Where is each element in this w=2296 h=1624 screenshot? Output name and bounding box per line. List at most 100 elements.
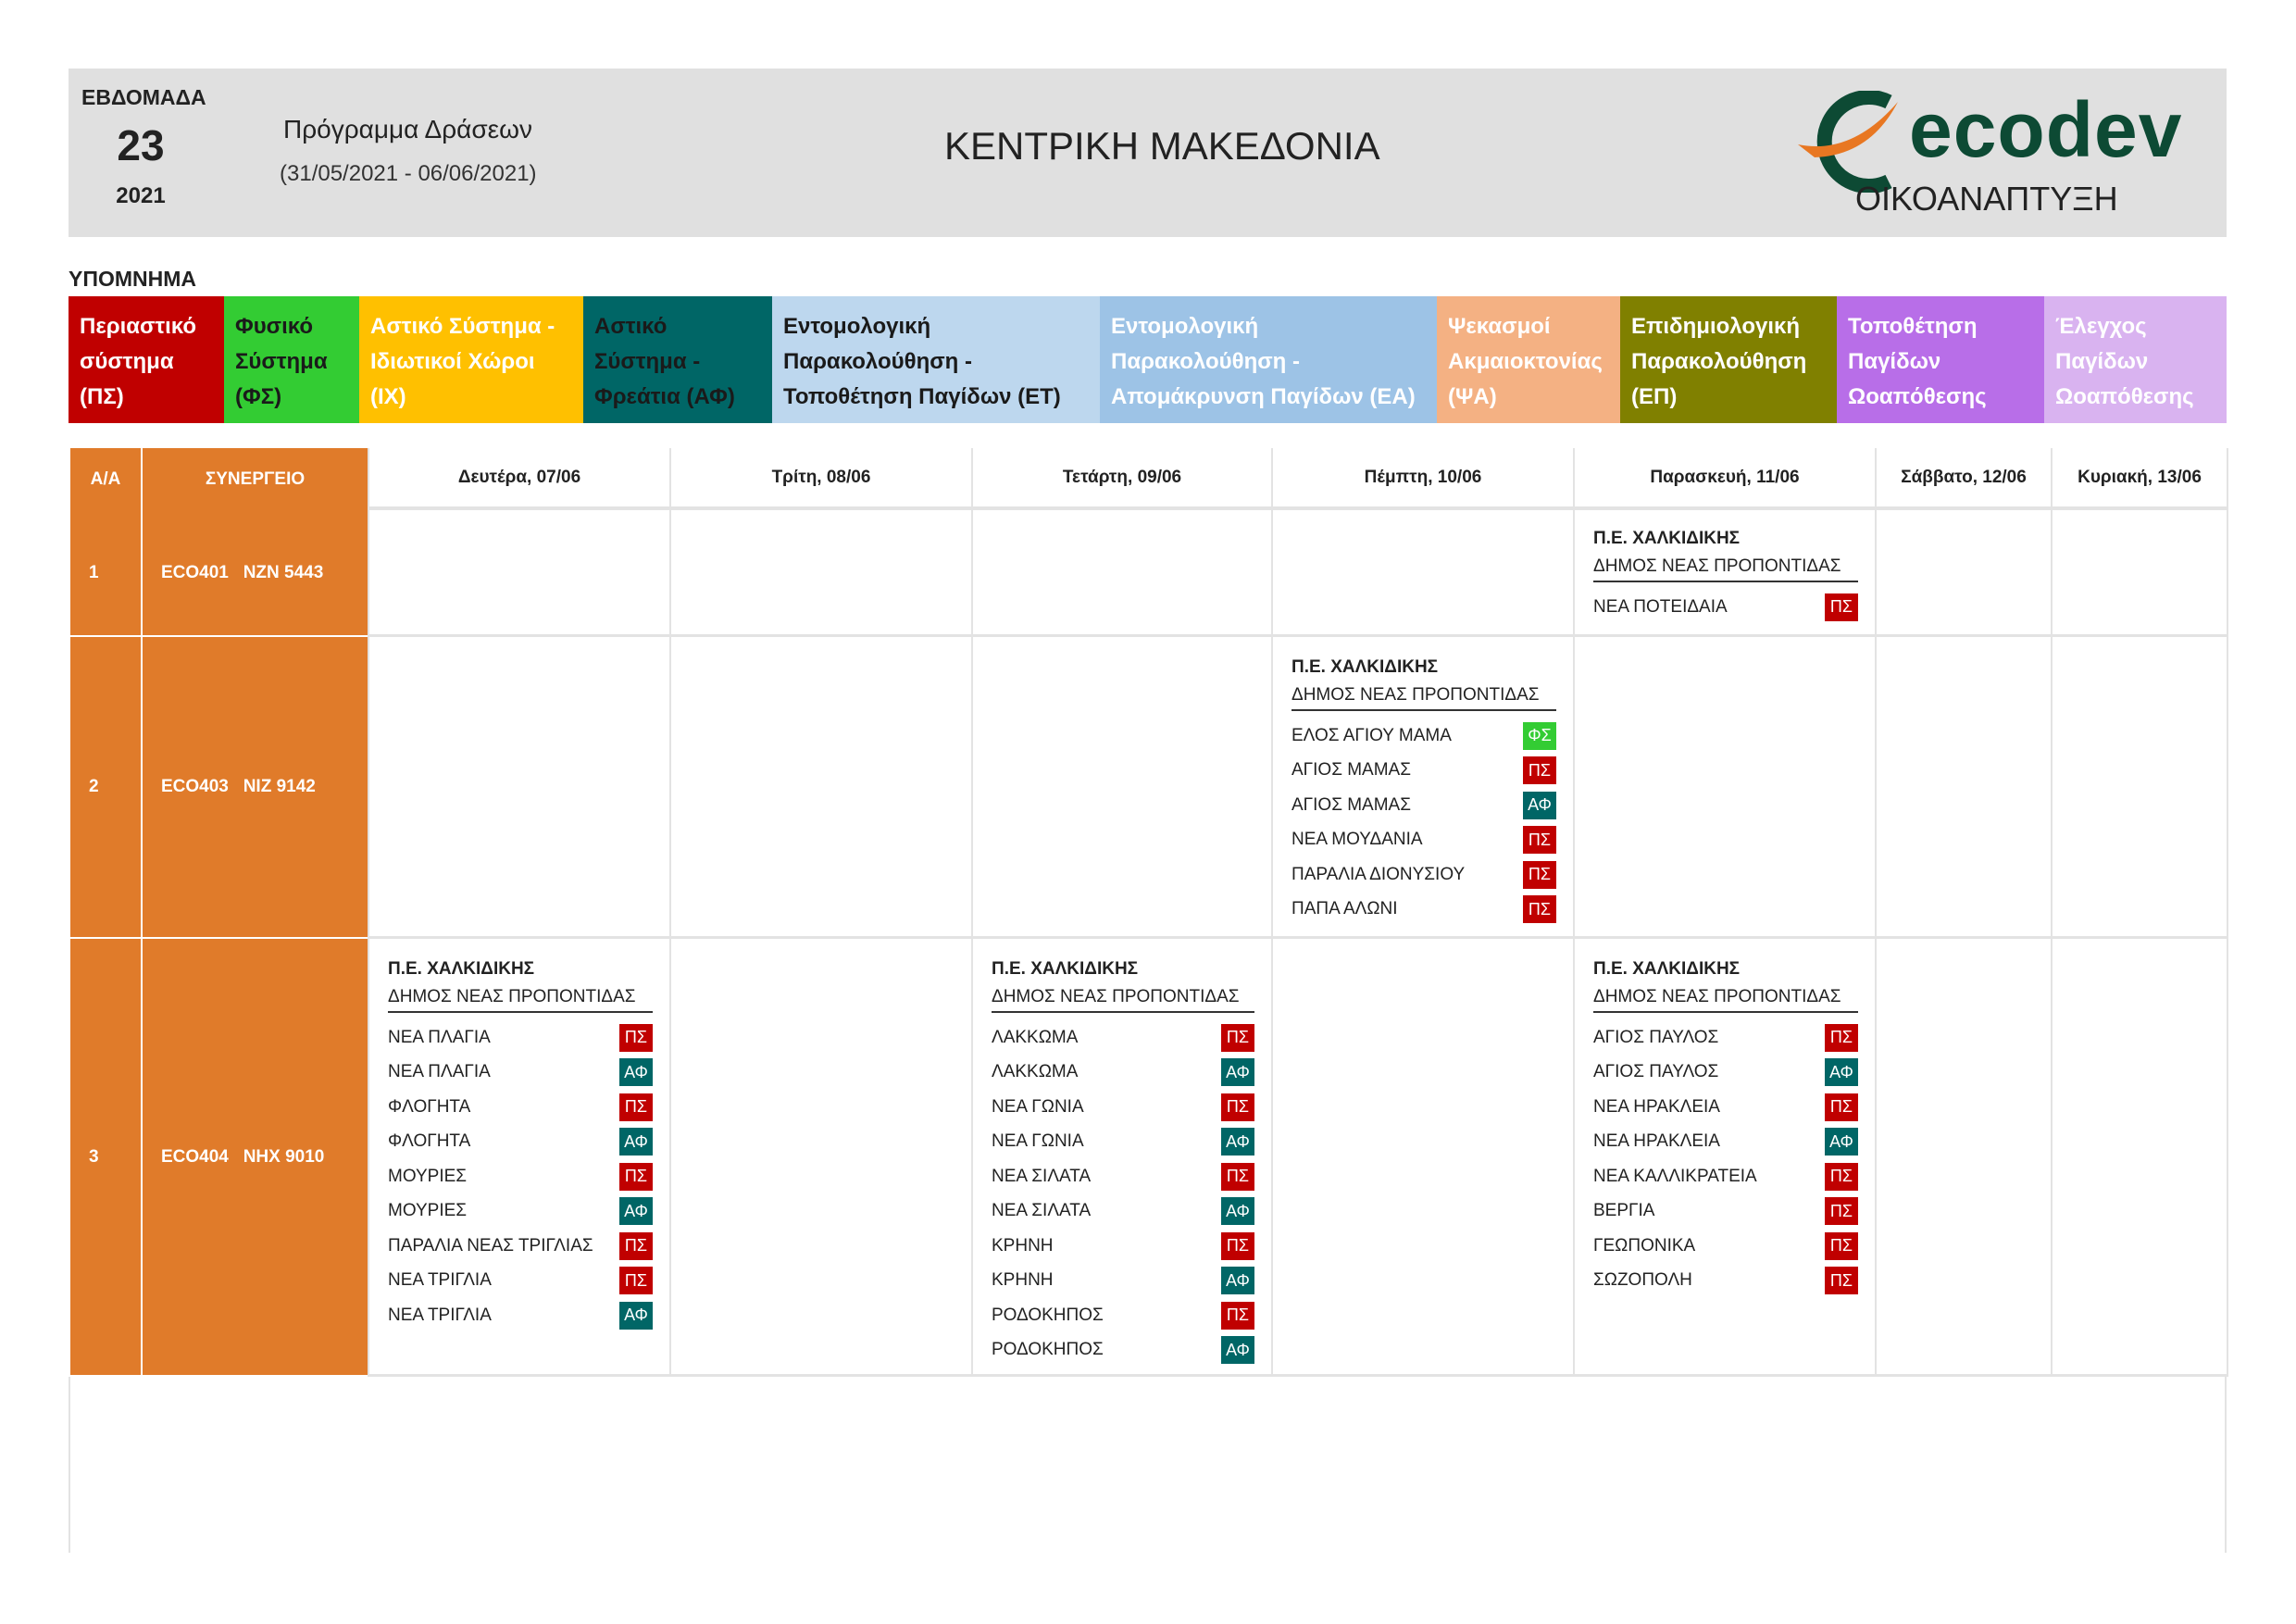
- location-item: ΝΕΑ ΤΡΙΓΛΙΑ ΠΣ: [388, 1264, 653, 1299]
- column-header: Πέμπτη, 10/06: [1271, 448, 1573, 510]
- location-item: ΠΑΡΑΛΙΑ ΔΙΟΝΥΣΙΟΥ ΠΣ: [1292, 857, 1556, 893]
- legend-item: Αστικό Σύστημα - Φρεάτια (ΑΦ): [583, 296, 772, 423]
- action-type-badge: ΦΣ: [1523, 721, 1556, 750]
- location-item: ΕΛΟΣ ΑΓΙΟΥ ΜΑΜΑ ΦΣ: [1292, 718, 1556, 754]
- location-name: ΣΩΖΟΠΟΛΗ: [1593, 1270, 1692, 1291]
- action-type-badge: ΑΦ: [1221, 1336, 1254, 1365]
- location-item: ΛΑΚΚΩΜΑ ΑΦ: [992, 1056, 1254, 1091]
- municipality: ΔΗΜΟΣ ΝΕΑΣ ΠΡΟΠΟΝΤΙΔΑΣ: [992, 987, 1254, 1013]
- location-item: ΚΡΗΝΗ ΑΦ: [992, 1264, 1254, 1299]
- action-type-badge: ΠΣ: [1221, 1301, 1254, 1330]
- action-type-badge: ΠΣ: [1825, 1162, 1858, 1191]
- ecodev-logo: ecodev ΟΙΚΟΑΝΑΠΤΥΞΗ: [1796, 85, 2194, 224]
- action-type-badge: ΠΣ: [1523, 860, 1556, 889]
- date-range: (31/05/2021 - 06/06/2021): [280, 161, 537, 186]
- location-item: ΑΓΙΟΣ ΠΑΥΛΟΣ ΠΣ: [1593, 1020, 1858, 1056]
- location-name: ΝΕΑ ΜΟΥΔΑΝΙΑ: [1292, 830, 1423, 850]
- location-name: ΓΕΩΠΟΝΙΚΑ: [1593, 1235, 1696, 1255]
- action-type-badge: ΑΦ: [619, 1058, 653, 1087]
- day-cell: Π.Ε. ΧΑΛΚΙΔΙΚΗΣ ΔΗΜΟΣ ΝΕΑΣ ΠΡΟΠΟΝΤΙΔΑΣ ΝΕΑ…: [368, 939, 669, 1377]
- legend-item: Αστικό Σύστημα - Ιδιωτικοί Χώροι (ΙΧ): [359, 296, 583, 423]
- location-item: ΚΡΗΝΗ ΠΣ: [992, 1229, 1254, 1264]
- day-cell: Π.Ε. ΧΑΛΚΙΔΙΚΗΣ ΔΗΜΟΣ ΝΕΑΣ ΠΡΟΠΟΝΤΙΔΑΣ ΕΛΟ…: [1271, 637, 1573, 939]
- action-type-badge: ΠΣ: [619, 1267, 653, 1295]
- location-name: ΚΡΗΝΗ: [992, 1270, 1054, 1291]
- location-name: ΜΟΥΡΙΕΣ: [388, 1201, 468, 1221]
- action-type-badge: ΑΦ: [619, 1301, 653, 1330]
- location-item: ΝΕΑ ΓΩΝΙΑ ΠΣ: [992, 1090, 1254, 1125]
- schedule-table: Α/Α ΣΥΝΕΡΓΕΙΟ Δευτέρα, 07/06 Τρίτη, 08/06 Τε…: [69, 448, 2228, 1377]
- location-name: ΑΓΙΟΣ ΜΑΜΑΣ: [1292, 794, 1411, 815]
- location-name: ΚΡΗΝΗ: [992, 1235, 1054, 1255]
- team-cell: ECO403 NIZ 9142: [141, 637, 368, 939]
- action-type-badge: ΑΦ: [1221, 1058, 1254, 1087]
- location-name: ΝΕΑ ΣΙΛΑΤΑ: [992, 1166, 1092, 1186]
- action-type-badge: ΠΣ: [619, 1231, 653, 1260]
- row-number: 3: [69, 939, 141, 1377]
- action-type-badge: ΑΦ: [1825, 1058, 1858, 1087]
- program-title: Πρόγραμμα Δράσεων: [283, 115, 532, 144]
- column-header: Α/Α: [69, 448, 141, 510]
- day-cell: [1573, 637, 1875, 939]
- location-item: ΡΟΔΟΚΗΠΟΣ ΑΦ: [992, 1333, 1254, 1368]
- location-name: ΑΓΙΟΣ ΠΑΥΛΟΣ: [1593, 1027, 1719, 1047]
- location-name: ΦΛΟΓΗΤΑ: [388, 1131, 471, 1152]
- location-item: ΝΕΑ ΣΙΛΑΤΑ ΑΦ: [992, 1194, 1254, 1230]
- action-type-badge: ΠΣ: [1825, 1093, 1858, 1121]
- action-type-badge: ΠΣ: [1825, 1267, 1858, 1295]
- location-item: ΝΕΑ ΚΑΛΛΙΚΡΑΤΕΙΑ ΠΣ: [1593, 1159, 1858, 1194]
- day-cell: [669, 510, 971, 637]
- location-item: ΠΑΠΑ ΑΛΩΝΙ ΠΣ: [1292, 893, 1556, 928]
- action-type-badge: ΠΣ: [619, 1093, 653, 1121]
- action-type-badge: ΠΣ: [1221, 1023, 1254, 1052]
- location-item: ΝΕΑ ΗΡΑΚΛΕΙΑ ΑΦ: [1593, 1125, 1858, 1160]
- legend-item: Περιαστικό σύστημα (ΠΣ): [69, 296, 224, 423]
- action-type-badge: ΑΦ: [1221, 1128, 1254, 1156]
- location-item: ΑΓΙΟΣ ΠΑΥΛΟΣ ΑΦ: [1593, 1056, 1858, 1091]
- action-type-badge: ΠΣ: [1523, 826, 1556, 855]
- legend-item: Φυσικό Σύστημα (ΦΣ): [224, 296, 359, 423]
- regional-unit: Π.Ε. ΧΑΛΚΙΔΙΚΗΣ: [992, 959, 1139, 979]
- action-type-badge: ΠΣ: [1825, 1023, 1858, 1052]
- day-cell: [1875, 637, 2051, 939]
- location-item: ΛΑΚΚΩΜΑ ΠΣ: [992, 1020, 1254, 1056]
- team-cell: ECO404 NHX 9010: [141, 939, 368, 1377]
- action-type-badge: ΠΣ: [1825, 593, 1858, 621]
- location-name: ΦΛΟΓΗΤΑ: [388, 1096, 471, 1117]
- legend-item: Έλεγχος Παγίδων Ωοαπόθεσης: [2044, 296, 2227, 423]
- day-cell: [971, 510, 1271, 637]
- region-title: ΚΕΝΤΡΙΚΗ ΜΑΚΕΔΟΝΙΑ: [944, 124, 1380, 168]
- location-name: ΝΕΑ ΠΟΤΕΙΔΑΙΑ: [1593, 596, 1728, 617]
- location-item: ΑΓΙΟΣ ΜΑΜΑΣ ΑΦ: [1292, 788, 1556, 823]
- location-name: ΕΛΟΣ ΑΓΙΟΥ ΜΑΜΑ: [1292, 725, 1452, 745]
- week-label: ΕΒΔΟΜΑΔΑ: [81, 85, 206, 109]
- action-type-badge: ΠΣ: [1221, 1231, 1254, 1260]
- location-name: ΒΕΡΓΙΑ: [1593, 1201, 1655, 1221]
- legend: Περιαστικό σύστημα (ΠΣ) Φυσικό Σύστημα (Φ…: [69, 296, 2227, 423]
- regional-unit: Π.Ε. ΧΑΛΚΙΔΙΚΗΣ: [388, 959, 535, 979]
- location-item: ΝΕΑ ΓΩΝΙΑ ΑΦ: [992, 1125, 1254, 1160]
- location-name: ΑΓΙΟΣ ΜΑΜΑΣ: [1292, 760, 1411, 781]
- location-item: ΜΟΥΡΙΕΣ ΠΣ: [388, 1159, 653, 1194]
- week-number: 23: [117, 121, 165, 169]
- action-type-badge: ΠΣ: [619, 1023, 653, 1052]
- location-item: ΝΕΑ ΤΡΙΓΛΙΑ ΑΦ: [388, 1298, 653, 1333]
- action-type-badge: ΑΦ: [1221, 1267, 1254, 1295]
- location-item: ΑΓΙΟΣ ΜΑΜΑΣ ΠΣ: [1292, 754, 1556, 789]
- location-name: ΑΓΙΟΣ ΠΑΥΛΟΣ: [1593, 1062, 1719, 1082]
- row-number: 1: [69, 510, 141, 637]
- action-type-badge: ΠΣ: [1825, 1231, 1858, 1260]
- action-type-badge: ΠΣ: [1221, 1162, 1254, 1191]
- regional-unit: Π.Ε. ΧΑΛΚΙΔΙΚΗΣ: [1593, 529, 1741, 548]
- location-name: ΝΕΑ ΗΡΑΚΛΕΙΑ: [1593, 1096, 1720, 1117]
- column-header: Τετάρτη, 09/06: [971, 448, 1271, 510]
- day-cell: [2051, 939, 2227, 1377]
- location-item: ΓΕΩΠΟΝΙΚΑ ΠΣ: [1593, 1229, 1858, 1264]
- location-item: ΦΛΟΓΗΤΑ ΠΣ: [388, 1090, 653, 1125]
- legend-item: Εντομολογική Παρακολούθηση - Απομάκρυνση…: [1100, 296, 1437, 423]
- location-item: ΠΑΡΑΛΙΑ ΝΕΑΣ ΤΡΙΓΛΙΑΣ ΠΣ: [388, 1229, 653, 1264]
- action-type-badge: ΠΣ: [1825, 1197, 1858, 1226]
- day-cell: [2051, 510, 2227, 637]
- location-item: ΝΕΑ ΗΡΑΚΛΕΙΑ ΠΣ: [1593, 1090, 1858, 1125]
- day-cell: Π.Ε. ΧΑΛΚΙΔΙΚΗΣ ΔΗΜΟΣ ΝΕΑΣ ΠΡΟΠΟΝΤΙΔΑΣ ΛΑΚ…: [971, 939, 1271, 1377]
